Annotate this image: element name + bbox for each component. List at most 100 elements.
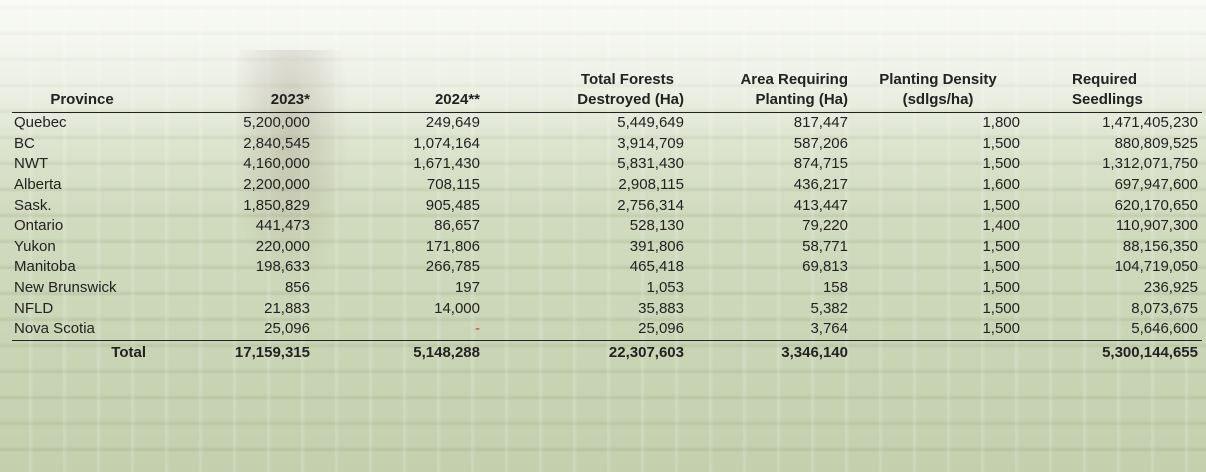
- header-2023: 2023*: [152, 70, 314, 113]
- cell-seedlings: 880,809,525: [1114, 134, 1198, 152]
- cell-density: 1,500: [982, 279, 1020, 297]
- cell-total-destroyed: 25,096: [638, 320, 684, 338]
- header-province: Province: [12, 70, 152, 113]
- cell-total-destroyed: 3,914,709: [617, 134, 684, 152]
- cell-seedlings: 88,156,350: [1122, 237, 1198, 255]
- cell-density: 1,500: [982, 320, 1020, 338]
- cell-province: Sask.: [14, 196, 52, 214]
- cell-2023: 856: [284, 279, 310, 297]
- header-area-requiring-line1: Area Requiring: [740, 71, 848, 88]
- header-2024: 2024**: [314, 70, 484, 113]
- cell-2023: 220,000: [255, 237, 310, 255]
- cell-2023: 198,633: [255, 258, 310, 276]
- cell-province: Ontario: [14, 217, 64, 235]
- table-row: Ontario 441,473 86,657 528,130 79,220 1,…: [12, 216, 1202, 237]
- cell-area-requiring: 58,771: [802, 237, 848, 255]
- header-row: Province 2023* 2024** Total Forests Dest…: [12, 70, 1202, 113]
- header-area-requiring-line2: Planting (Ha): [755, 91, 849, 108]
- header-planting-density-line1: Planting Density: [879, 71, 997, 88]
- table-row: NFLD 21,883 14,000 35,883 5,382 1,500 8,…: [12, 298, 1202, 319]
- table-row: NWT 4,160,000 1,671,430 5,831,430 874,71…: [12, 154, 1202, 175]
- cell-area-requiring: 587,206: [793, 134, 848, 152]
- cell-2024: 266,785: [425, 258, 480, 276]
- cell-province: BC: [14, 134, 35, 152]
- total-2024: 5,148,288: [314, 339, 484, 365]
- cell-2024: 86,657: [434, 217, 480, 235]
- cell-seedlings: 1,312,071,750: [1102, 155, 1198, 173]
- total-destroyed: 22,307,603: [484, 339, 688, 365]
- cell-area-requiring: 817,447: [793, 114, 848, 132]
- cell-province: New Brunswick: [14, 279, 117, 297]
- header-planting-density-line2: (sdlgs/ha): [902, 91, 974, 108]
- header-area-requiring: Area Requiring Planting (Ha): [688, 70, 852, 113]
- cell-area-requiring: 79,220: [802, 217, 848, 235]
- cell-2023: 1,850,829: [243, 196, 310, 214]
- cell-total-destroyed: 35,883: [638, 299, 684, 317]
- cell-total-destroyed: 2,756,314: [617, 196, 684, 214]
- cell-2024: 905,485: [425, 196, 480, 214]
- cell-total-destroyed: 5,831,430: [617, 155, 684, 173]
- cell-total-destroyed: 2,908,115: [618, 176, 684, 194]
- cell-2023: 441,473: [255, 217, 310, 235]
- cell-2024: 708,115: [426, 176, 480, 194]
- header-total-forests-line2: Destroyed (Ha): [577, 91, 684, 108]
- cell-total-destroyed: 465,418: [629, 258, 684, 276]
- cell-province: NWT: [14, 155, 49, 173]
- header-total-forests: Total Forests Destroyed (Ha): [484, 70, 688, 113]
- cell-density: 1,500: [982, 299, 1020, 317]
- cell-2023: 21,883: [264, 299, 310, 317]
- cell-seedlings: 8,073,675: [1131, 299, 1198, 317]
- cell-province: Nova Scotia: [14, 320, 95, 338]
- cell-province: Manitoba: [14, 258, 76, 276]
- cell-province: Alberta: [14, 176, 62, 194]
- cell-density: 1,500: [982, 196, 1020, 214]
- cell-seedlings: 697,947,600: [1114, 176, 1198, 194]
- cell-2023: 5,200,000: [243, 114, 310, 132]
- cell-2024: 1,671,430: [413, 155, 480, 173]
- table-row: Alberta 2,200,000 708,115 2,908,115 436,…: [12, 175, 1202, 196]
- cell-seedlings: 1,471,405,230: [1102, 114, 1198, 132]
- table-row: Manitoba 198,633 266,785 465,418 69,813 …: [12, 257, 1202, 278]
- cell-density: 1,400: [982, 217, 1020, 235]
- total-row: Total 17,159,315 5,148,288 22,307,603 3,…: [12, 339, 1202, 365]
- cell-seedlings: 110,907,300: [1115, 217, 1198, 235]
- seedlings-table-container: Province 2023* 2024** Total Forests Dest…: [12, 70, 1202, 365]
- table-row: Nova Scotia 25,096 - 25,096 3,764 1,500 …: [12, 319, 1202, 340]
- cell-area-requiring: 3,764: [810, 320, 848, 338]
- cell-density: 1,500: [982, 258, 1020, 276]
- cell-seedlings: 5,646,600: [1131, 320, 1198, 338]
- cell-area-requiring: 874,715: [793, 155, 848, 173]
- header-required-seedlings-line1: Required: [1072, 71, 1138, 88]
- total-2023: 17,159,315: [152, 339, 314, 365]
- cell-province: NFLD: [14, 299, 54, 317]
- table-row: Yukon 220,000 171,806 391,806 58,771 1,5…: [12, 237, 1202, 258]
- header-total-forests-line1: Total Forests: [580, 71, 674, 88]
- cell-2024: 1,074,164: [413, 134, 480, 152]
- table-row: Sask. 1,850,829 905,485 2,756,314 413,44…: [12, 195, 1202, 216]
- cell-total-destroyed: 1,053: [646, 279, 684, 297]
- cell-area-requiring: 5,382: [810, 299, 848, 317]
- cell-total-destroyed: 528,130: [629, 217, 684, 235]
- total-density: [852, 339, 1024, 365]
- cell-area-requiring: 158: [822, 279, 848, 297]
- cell-density: 1,500: [982, 134, 1020, 152]
- cell-area-requiring: 436,217: [793, 176, 848, 194]
- header-required-seedlings-line2: Seedlings: [1072, 91, 1143, 108]
- total-label: Total: [12, 339, 152, 365]
- cell-2024: 249,649: [425, 114, 480, 132]
- cell-seedlings: 620,170,650: [1114, 196, 1198, 214]
- cell-area-requiring: 413,447: [793, 196, 848, 214]
- cell-seedlings: 104,719,050: [1114, 258, 1198, 276]
- cell-seedlings: 236,925: [1143, 279, 1198, 297]
- cell-2024: 14,000: [434, 299, 480, 317]
- cell-2023: 4,160,000: [243, 155, 310, 173]
- cell-total-destroyed: 391,806: [629, 237, 684, 255]
- cell-2023: 2,200,000: [243, 176, 310, 194]
- seedlings-table: Province 2023* 2024** Total Forests Dest…: [12, 70, 1202, 365]
- table-row: Quebec 5,200,000 249,649 5,449,649 817,4…: [12, 113, 1202, 134]
- cell-2023: 25,096: [264, 320, 310, 338]
- cell-density: 1,800: [982, 114, 1020, 132]
- cell-province: Yukon: [14, 237, 56, 255]
- cell-density: 1,500: [982, 237, 1020, 255]
- cell-2024: 171,806: [425, 237, 480, 255]
